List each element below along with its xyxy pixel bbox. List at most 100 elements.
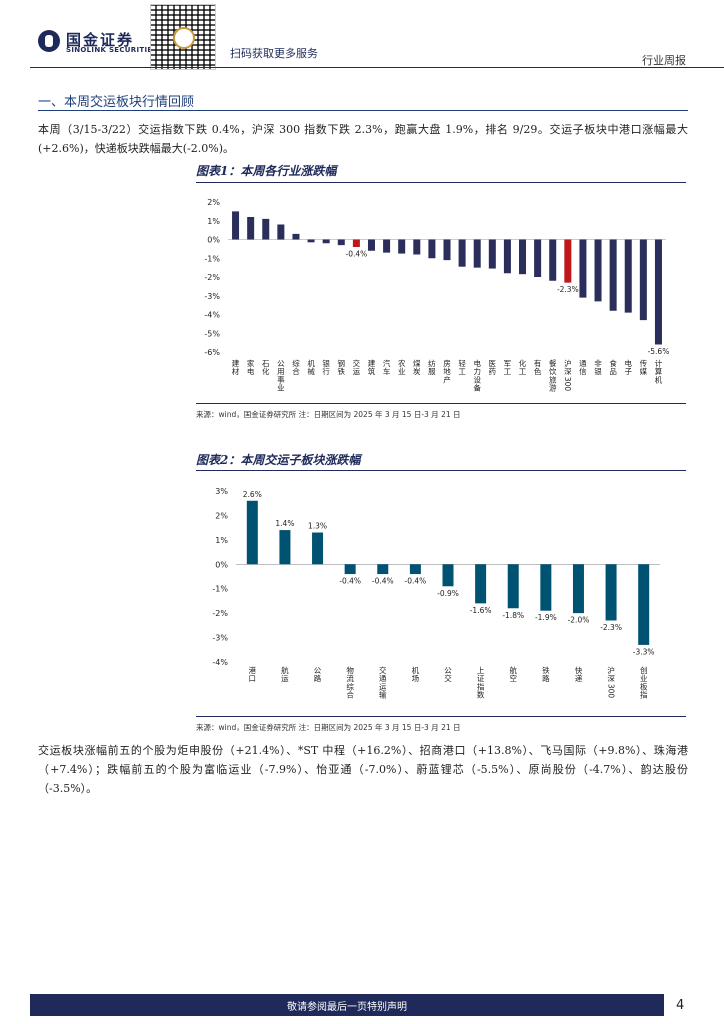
bar-机械 xyxy=(307,239,315,243)
data-label: -1.9% xyxy=(535,613,557,622)
page-number: 4 xyxy=(676,998,685,1013)
data-label: 1.4% xyxy=(275,519,294,528)
category-label: 家 xyxy=(247,358,255,368)
y-tick-label: 2% xyxy=(207,198,220,207)
y-tick-label: -2% xyxy=(204,273,220,282)
category-label: 医 xyxy=(489,359,497,368)
category-label: 材 xyxy=(232,366,240,376)
category-label: 子 xyxy=(624,367,632,376)
y-tick-label: 2% xyxy=(215,511,228,520)
category-label: 输 xyxy=(379,690,387,700)
category-label: 公 xyxy=(277,359,285,368)
qr-center-logo-icon xyxy=(173,27,195,49)
category-label: 机 xyxy=(307,358,315,368)
category-label: 板 xyxy=(640,681,648,691)
category-label: 筑 xyxy=(368,366,376,376)
category-label: 运 xyxy=(281,674,289,683)
bar-有色 xyxy=(534,239,542,277)
category-label: 车 xyxy=(383,366,391,376)
figure1-title: 图表1：本周各行业涨跌幅 xyxy=(196,164,337,178)
bar-建材 xyxy=(232,211,240,240)
bar-航运 xyxy=(279,530,291,565)
category-label: 航 xyxy=(281,665,289,675)
bar-非银 xyxy=(594,239,602,302)
category-label: 铁 xyxy=(542,665,550,675)
data-label: 2.6% xyxy=(243,490,262,499)
category-label: 银 xyxy=(322,359,330,368)
category-label: 事 xyxy=(277,374,285,384)
category-label: 业 xyxy=(398,366,406,376)
category-label: 食 xyxy=(609,358,617,368)
category-label: 建 xyxy=(368,358,376,368)
category-label: 军 xyxy=(504,359,512,368)
bar-公路 xyxy=(312,532,324,565)
bar-传媒 xyxy=(639,239,647,321)
industry-change-chart: 2%1%0%-1%-2%-3%-4%-5%-6%建材家电石化公用事业综合机械银行… xyxy=(204,198,670,393)
data-label: -0.4% xyxy=(372,577,394,586)
category-label: 媒 xyxy=(640,367,648,376)
category-label: 300 xyxy=(563,377,572,392)
section-title: 一、本周交运板块行情回顾 xyxy=(38,95,195,110)
category-label: 建 xyxy=(232,358,240,368)
data-label: -0.4% xyxy=(339,577,361,586)
category-label: 港 xyxy=(249,665,257,675)
bar-电力设备 xyxy=(473,239,481,268)
category-label: 力 xyxy=(473,366,481,376)
category-label: 交 xyxy=(353,358,361,368)
bar-石化 xyxy=(262,218,270,240)
category-label: 递 xyxy=(575,673,583,683)
data-label: 1.3% xyxy=(308,522,327,531)
summary-paragraph: 本周（3/15-3/22）交运指数下跌 0.4%，沪深 300 指数下跌 2.3… xyxy=(38,123,688,155)
category-label: 有 xyxy=(534,358,542,368)
y-tick-label: 0% xyxy=(207,236,220,245)
data-label: -0.4% xyxy=(405,577,427,586)
bar-餐饮旅游 xyxy=(549,239,557,281)
figure2-top-rule xyxy=(196,470,686,471)
category-label: 汽 xyxy=(383,358,391,368)
category-label: 运 xyxy=(353,367,361,376)
category-label: 交 xyxy=(444,673,452,683)
bar-建筑 xyxy=(367,239,375,251)
header-divider xyxy=(30,67,724,68)
category-label: 深 xyxy=(564,367,572,376)
category-label: 快 xyxy=(575,665,583,675)
figure1-source: 来源：wind，国金证券研究所 注：日期区间为 2025 年 3 月 15 日-… xyxy=(196,410,461,419)
category-label: 口 xyxy=(249,674,256,683)
category-label: 路 xyxy=(542,673,550,683)
category-label: 设 xyxy=(473,374,481,384)
category-label: 沪 xyxy=(564,358,572,368)
category-label: 轻 xyxy=(458,358,466,368)
bar-通信 xyxy=(579,239,587,298)
bar-房地产 xyxy=(443,239,451,261)
category-label: 数 xyxy=(477,690,485,700)
category-label: 电 xyxy=(247,366,255,376)
data-label: -3.3% xyxy=(633,647,655,656)
data-label: -5.6% xyxy=(648,347,670,356)
y-tick-label: -1% xyxy=(204,254,220,263)
bar-公交 xyxy=(442,564,454,587)
data-label: -2.3% xyxy=(557,285,579,294)
category-label: 场 xyxy=(412,674,420,683)
brand-name-en: SINOLINK SECURITIES xyxy=(66,46,158,54)
category-label: 路 xyxy=(314,673,322,683)
scan-prompt: 扫码获取更多服务 xyxy=(230,47,318,60)
bar-钢铁 xyxy=(337,239,345,246)
category-label: 房 xyxy=(443,358,451,368)
category-label: 备 xyxy=(473,383,481,393)
bar-计算机 xyxy=(654,239,662,345)
category-label: 饮 xyxy=(549,366,557,376)
footer-bar xyxy=(30,994,664,1016)
figure2-bottom-rule xyxy=(196,716,686,717)
category-label: 药 xyxy=(489,366,497,376)
category-label: 农 xyxy=(398,358,406,368)
category-label: 通 xyxy=(379,673,387,683)
y-tick-label: -3% xyxy=(212,634,228,643)
category-label: 合 xyxy=(346,690,354,700)
data-label: -0.9% xyxy=(437,589,459,598)
bar-银行 xyxy=(322,239,330,244)
category-label: 综 xyxy=(346,681,354,691)
category-label: 械 xyxy=(307,366,315,376)
category-label: 通 xyxy=(579,358,587,368)
stocks-paragraph: 交运板块涨幅前五的个股为炬申股份（+21.4%）、*ST 中程（+16.2%）、… xyxy=(38,744,688,795)
category-label: 物 xyxy=(346,665,354,675)
